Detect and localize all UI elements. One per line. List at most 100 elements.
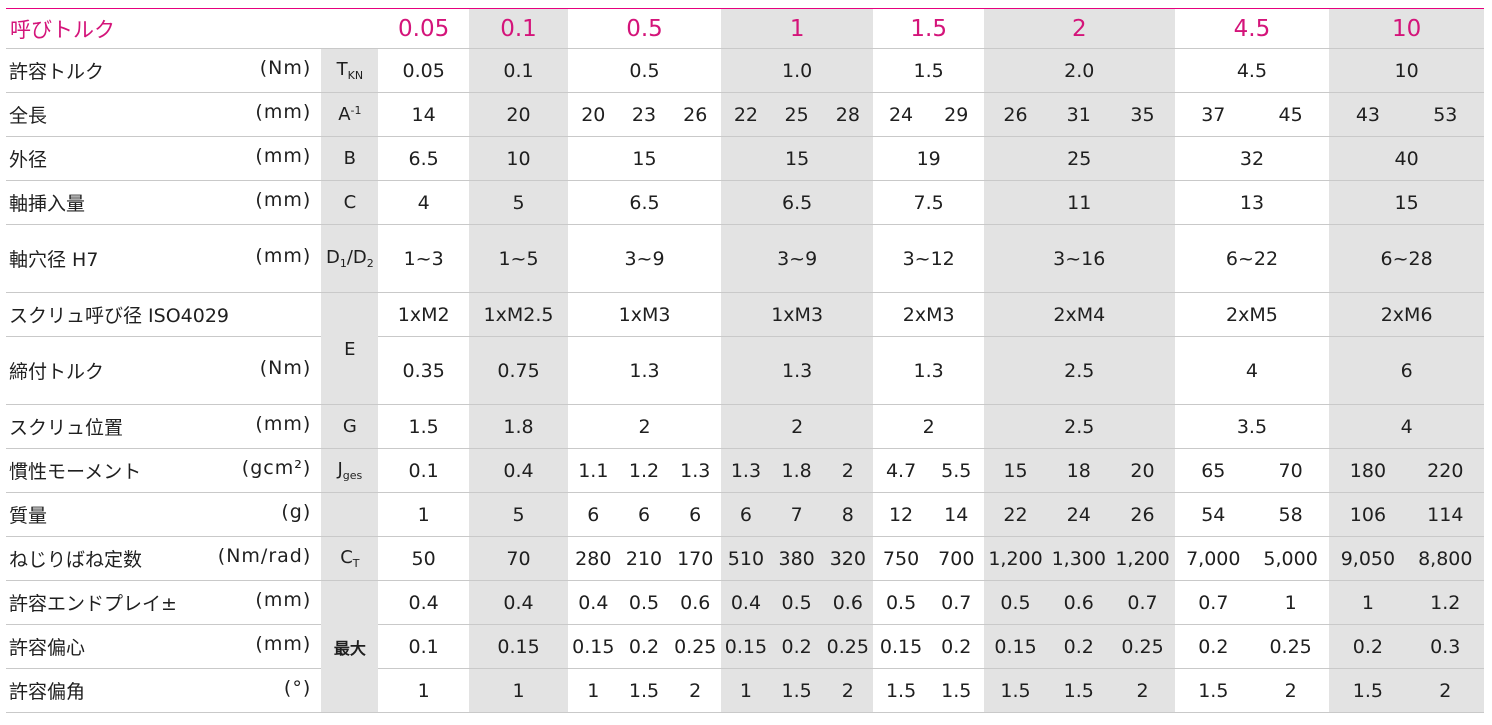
value-cell: 4	[1329, 404, 1484, 449]
value-cell: 0.1	[378, 624, 469, 669]
value-cell: 6	[669, 492, 721, 537]
value-cell: 26	[983, 92, 1048, 137]
value-cell: 14	[928, 492, 984, 537]
value-cell: 6.5	[568, 180, 721, 225]
value-cell: 2.0	[983, 48, 1175, 93]
value-cell: 700	[928, 536, 984, 581]
value-cell: 1,200	[1110, 536, 1175, 581]
row-label-text: 許容偏心	[9, 637, 86, 659]
value-cell: 5.5	[928, 448, 984, 493]
row-label: 許容偏心 (mm)	[6, 624, 322, 669]
row-label-text: スクリュ位置	[9, 417, 124, 439]
table-row: 軸挿入量 (mm) C 4 5 6.5 6.5 7.5 11 13 15	[6, 180, 1484, 225]
value-cell: 280	[568, 536, 619, 581]
row-symbol: C	[321, 180, 379, 225]
value-cell: 1.3	[873, 336, 984, 405]
value-cell: 0.4	[378, 580, 469, 625]
row-label: 許容トルク (Nm)	[6, 48, 322, 93]
value-cell: 50	[378, 536, 469, 581]
value-cell: 180	[1329, 448, 1407, 493]
row-unit: (mm)	[255, 633, 312, 655]
header-row: 呼びトルク 0.05 0.1 0.5 1 1.5 2 4.5 10	[6, 8, 1484, 49]
value-cell: 0.15	[568, 624, 619, 669]
row-label-text: 軸挿入量	[9, 193, 86, 215]
value-cell: 20	[568, 92, 619, 137]
value-cell: 6.5	[720, 180, 874, 225]
value-cell: 4.5	[1174, 48, 1330, 93]
value-cell: 4	[1174, 336, 1330, 405]
table-row: 慣性モーメント (gcm²) Jges 0.1 0.4 1.1 1.2 1.3 1.3 1.8 2 4…	[6, 448, 1484, 493]
size-header: 1.5	[873, 8, 984, 49]
value-cell: 1xM2	[378, 292, 469, 337]
value-cell: 8	[822, 492, 874, 537]
value-cell: 1.8	[771, 448, 823, 493]
row-unit: (mm)	[255, 245, 312, 267]
value-cell: 6	[568, 492, 619, 537]
value-cell: 5	[468, 180, 569, 225]
row-label-text: 締付トルク	[9, 361, 105, 383]
value-cell: 2xM6	[1329, 292, 1484, 337]
value-cell: 0.2	[1174, 624, 1252, 669]
value-cell: 6~28	[1329, 224, 1484, 293]
row-symbol: G	[321, 404, 379, 449]
value-cell: 15	[720, 136, 874, 181]
value-cell: 1.5	[1047, 668, 1111, 713]
value-cell: 31	[1047, 92, 1111, 137]
row-label: 軸挿入量 (mm)	[6, 180, 322, 225]
value-cell: 0.25	[1251, 624, 1330, 669]
value-cell: 15	[1329, 180, 1484, 225]
row-symbol: CT	[321, 536, 379, 581]
value-cell: 40	[1329, 136, 1484, 181]
row-symbol: D1/D2	[321, 224, 379, 293]
row-label: ねじりばね定数 (Nm/rad)	[6, 536, 322, 581]
value-cell: 18	[1047, 448, 1111, 493]
value-cell: 0.5	[618, 580, 670, 625]
value-cell: 26	[669, 92, 721, 137]
value-cell: 1.3	[720, 448, 772, 493]
row-unit: (°)	[283, 677, 312, 699]
symbol-text: C	[340, 547, 353, 568]
row-unit: (mm)	[255, 413, 312, 435]
value-cell: 0.7	[1174, 580, 1252, 625]
value-cell: 0.6	[822, 580, 874, 625]
value-cell: 0.2	[928, 624, 984, 669]
value-cell: 6~22	[1174, 224, 1330, 293]
value-cell: 106	[1329, 492, 1407, 537]
value-cell: 5	[468, 492, 569, 537]
value-cell: 1.5	[928, 668, 984, 713]
value-cell: 10	[468, 136, 569, 181]
value-cell: 6	[720, 492, 772, 537]
value-cell: 1.5	[1329, 668, 1407, 713]
row-label: 許容偏角 (°)	[6, 668, 322, 713]
value-cell: 1	[378, 492, 469, 537]
table-row: 全長 (mm) A-1 14 20 20 23 26 22 25 28 24 29 26 31 35 37 45 4…	[6, 92, 1484, 137]
symbol-text: C	[343, 192, 357, 213]
row-symbol	[321, 492, 379, 537]
value-cell: 1.3	[720, 336, 874, 405]
value-cell: 1~3	[378, 224, 469, 293]
value-cell: 45	[1251, 92, 1330, 137]
value-cell: 1.5	[873, 668, 929, 713]
value-cell: 25	[983, 136, 1175, 181]
value-cell: 22	[720, 92, 772, 137]
row-label-text: 慣性モーメント	[9, 461, 142, 483]
value-cell: 2	[669, 668, 721, 713]
value-cell: 1	[568, 668, 619, 713]
value-cell: 170	[669, 536, 721, 581]
value-cell: 2	[720, 404, 874, 449]
value-cell: 0.15	[983, 624, 1048, 669]
value-cell: 6.5	[378, 136, 469, 181]
row-unit: (Nm/rad)	[217, 545, 312, 567]
value-cell: 8,800	[1406, 536, 1484, 581]
table-row: 軸穴径 H7 (mm) D1/D2 1~3 1~5 3~9 3~9 3~12 3~16 6~22 6…	[6, 224, 1484, 293]
table-row: ねじりばね定数 (Nm/rad) CT 50 70 280 210 170 510 380 320 7…	[6, 536, 1484, 581]
value-cell: 58	[1251, 492, 1330, 537]
row-unit: (mm)	[255, 145, 312, 167]
row-symbol: Jges	[321, 448, 379, 493]
value-cell: 2	[568, 404, 721, 449]
value-cell: 20	[1110, 448, 1175, 493]
size-header: 10	[1329, 8, 1484, 49]
value-cell: 0.6	[669, 580, 721, 625]
row-symbol: 最大	[321, 580, 379, 713]
value-cell: 1xM3	[720, 292, 874, 337]
